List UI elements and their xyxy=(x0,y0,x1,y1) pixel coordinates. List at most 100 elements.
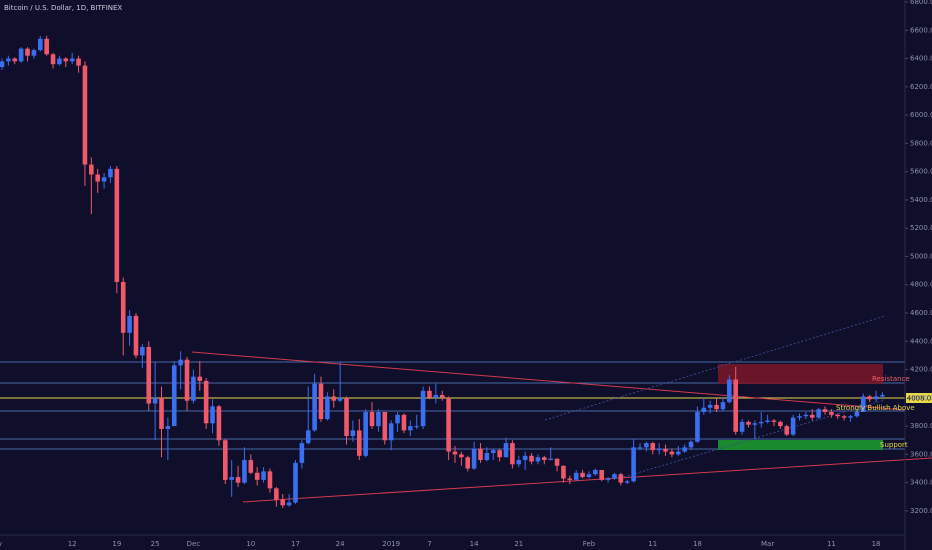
candle-body xyxy=(542,457,547,461)
y-tick-label: 3200.0 xyxy=(910,507,932,515)
y-tick-label: 3600.0 xyxy=(910,450,932,458)
trendline xyxy=(191,351,906,411)
x-tick-label: 17 xyxy=(291,540,300,548)
candle-body xyxy=(286,502,292,506)
candle-body xyxy=(401,414,407,431)
candle-body xyxy=(548,458,553,461)
candle-body xyxy=(765,420,770,422)
candle-body xyxy=(331,396,337,401)
candle-body xyxy=(752,423,758,425)
candle-body xyxy=(197,376,203,381)
candle-body xyxy=(50,54,56,65)
candle-body xyxy=(318,383,324,420)
candle-body xyxy=(809,414,815,418)
candle-body xyxy=(733,379,738,432)
candle-body xyxy=(573,472,579,480)
candle-body xyxy=(146,346,152,404)
x-tick-label: 19 xyxy=(112,540,121,548)
candle-body xyxy=(12,58,18,62)
annotation: Strongly Bullish Above xyxy=(836,404,915,412)
y-tick-label: 5000.0 xyxy=(910,252,932,260)
x-tick-label: 25 xyxy=(151,540,160,548)
y-tick-label: 5400.0 xyxy=(910,196,932,204)
candle-body xyxy=(25,48,30,56)
candle-body xyxy=(140,346,145,356)
candle-body xyxy=(516,460,522,465)
candle-body xyxy=(356,430,362,456)
candle-body xyxy=(784,426,790,435)
price-label: 4008.0 xyxy=(907,395,932,403)
candle-body xyxy=(254,472,260,480)
candle-body xyxy=(586,474,592,478)
annotation: Support xyxy=(880,441,908,449)
candle-body xyxy=(739,421,745,432)
candle-body xyxy=(184,359,190,401)
candle-body xyxy=(69,58,75,62)
candle-body xyxy=(669,451,675,455)
candle-body xyxy=(682,447,687,452)
candle-body xyxy=(325,396,330,420)
candle-body xyxy=(503,443,509,458)
channel-line xyxy=(544,315,886,421)
price-badge xyxy=(906,393,932,403)
y-tick-label: 5200.0 xyxy=(910,224,932,232)
candle-body xyxy=(235,477,241,483)
support-zone xyxy=(718,440,883,450)
candle-body xyxy=(580,472,585,478)
y-tick-label: 5600.0 xyxy=(910,168,932,176)
candle-body xyxy=(395,414,400,424)
candle-body xyxy=(344,397,349,437)
y-tick-label: 4400.0 xyxy=(910,337,932,345)
candle-body xyxy=(31,50,37,56)
candle-body xyxy=(120,281,126,333)
candle-body xyxy=(171,365,177,427)
candle-body xyxy=(835,414,841,417)
x-tick-label: 11 xyxy=(827,540,836,548)
candle-body xyxy=(159,397,164,429)
candle-body xyxy=(675,451,681,455)
candle-body xyxy=(663,448,668,452)
candle-body xyxy=(822,409,828,412)
candle-body xyxy=(248,460,254,473)
candle-body xyxy=(867,396,872,400)
candle-body xyxy=(312,383,317,431)
x-tick-label: 21 xyxy=(514,540,523,548)
candle-body xyxy=(688,441,694,448)
y-tick-label: 5800.0 xyxy=(910,139,932,147)
candle-body xyxy=(554,458,560,466)
candle-body xyxy=(414,426,419,428)
candle-body xyxy=(165,426,171,429)
x-tick-label: 24 xyxy=(336,540,345,548)
candle-body xyxy=(612,474,617,479)
y-tick-label: 3800.0 xyxy=(910,422,932,430)
candle-body xyxy=(274,488,279,500)
candle-body xyxy=(178,359,183,366)
annotation: Resistance xyxy=(872,375,910,383)
candle-body xyxy=(758,421,764,424)
candle-body xyxy=(280,499,286,506)
candle-body xyxy=(63,58,69,62)
candle-body xyxy=(420,390,426,427)
y-tick-label: 6000.0 xyxy=(910,111,932,119)
candles xyxy=(0,35,885,509)
candle-body xyxy=(382,411,388,441)
candle-body xyxy=(82,65,88,165)
candle-body xyxy=(848,416,853,418)
candle-body xyxy=(714,404,719,410)
candle-body xyxy=(363,411,368,456)
candle-body xyxy=(18,48,24,62)
candle-body xyxy=(637,447,643,449)
candle-body xyxy=(484,452,490,461)
y-tick-label: 6200.0 xyxy=(910,83,932,91)
candle-body xyxy=(337,397,343,401)
candle-body xyxy=(631,447,636,482)
candle-body xyxy=(471,448,477,469)
candle-body xyxy=(529,455,534,462)
candle-body xyxy=(433,395,439,398)
x-tick-label: Feb xyxy=(583,540,596,548)
candle-body xyxy=(624,481,630,483)
candle-body xyxy=(376,411,381,427)
candle-body xyxy=(816,409,821,418)
candle-body xyxy=(446,397,451,452)
candle-body xyxy=(229,477,234,480)
